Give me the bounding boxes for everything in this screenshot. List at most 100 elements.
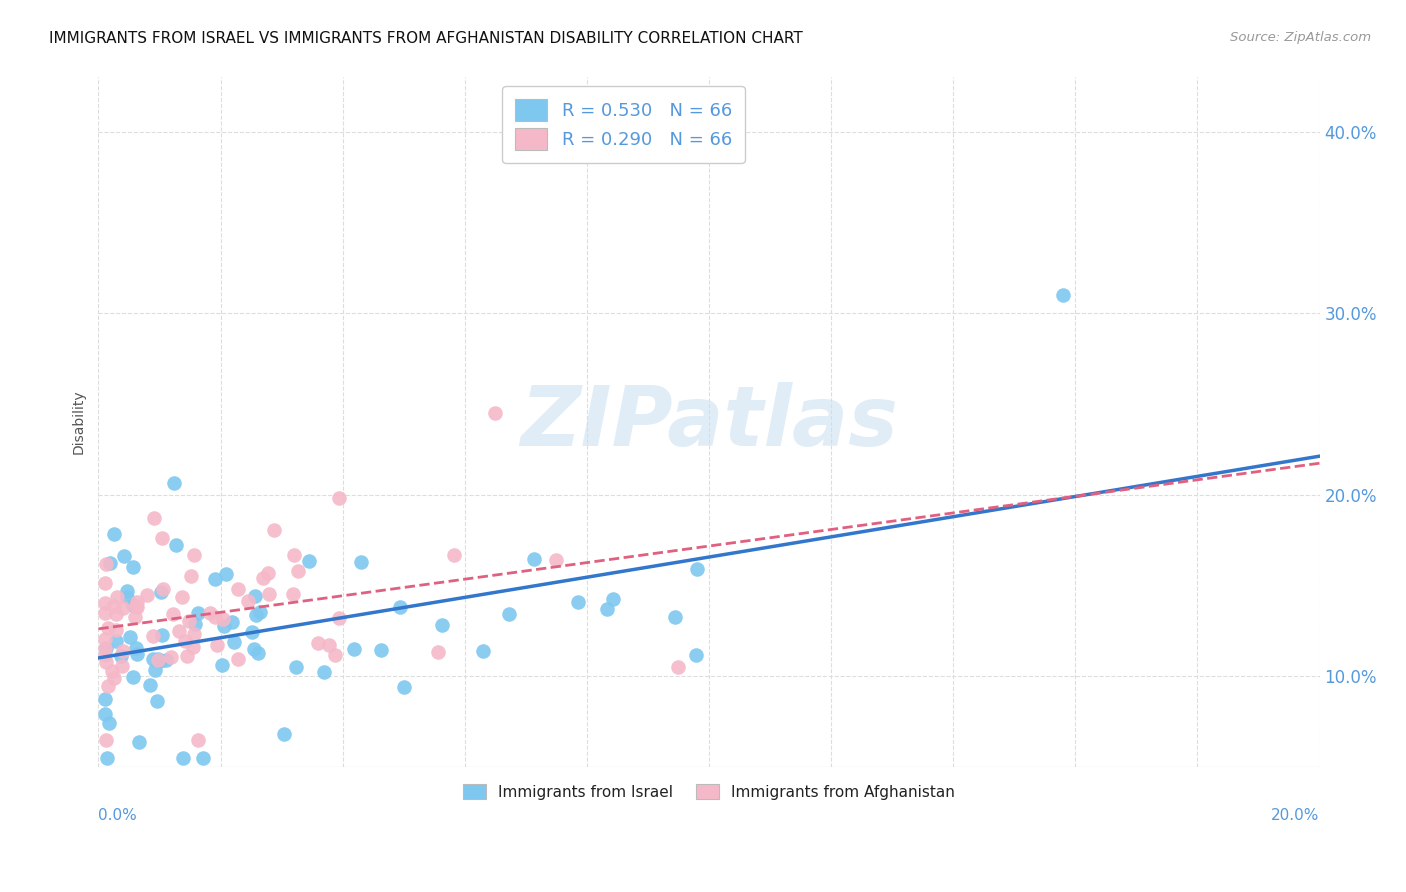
Point <box>211 612 233 626</box>
Point <box>259 587 281 601</box>
Point <box>323 648 346 663</box>
Point <box>342 642 364 657</box>
Point <box>111 600 134 615</box>
Point <box>287 564 309 578</box>
Point <box>392 680 415 694</box>
Point <box>245 608 267 623</box>
Point <box>484 406 506 420</box>
Point <box>328 610 350 624</box>
Point <box>443 548 465 562</box>
Point <box>204 610 226 624</box>
Point <box>97 679 120 693</box>
Point <box>350 555 373 569</box>
Point <box>184 617 207 632</box>
Point <box>181 640 204 654</box>
Point <box>284 660 307 674</box>
Point <box>149 654 172 668</box>
Point <box>204 572 226 586</box>
Point <box>104 623 127 637</box>
Text: 20.0%: 20.0% <box>1271 808 1320 823</box>
Point <box>117 583 139 598</box>
Point <box>685 648 707 662</box>
Point <box>96 732 118 747</box>
Point <box>93 632 115 647</box>
Point <box>125 641 148 656</box>
Point <box>150 531 173 545</box>
Point <box>170 590 193 604</box>
Point <box>183 548 205 562</box>
Point <box>105 634 128 648</box>
Point <box>121 598 143 612</box>
Point <box>389 600 412 615</box>
Point <box>160 650 183 665</box>
Point <box>567 595 589 609</box>
Point <box>163 476 186 491</box>
Point <box>143 663 166 677</box>
Point <box>152 582 174 596</box>
Point <box>432 618 454 632</box>
Point <box>263 523 285 537</box>
Point <box>686 562 709 576</box>
Point <box>94 557 117 571</box>
Text: ZIPatlas: ZIPatlas <box>520 382 898 463</box>
Point <box>177 614 200 628</box>
Point <box>128 735 150 749</box>
Point <box>103 527 125 541</box>
Point <box>318 638 340 652</box>
Point <box>122 560 145 574</box>
Point <box>212 619 235 633</box>
Point <box>602 591 624 606</box>
Point <box>596 602 619 616</box>
Point <box>167 624 190 638</box>
Point <box>668 660 690 674</box>
Point <box>149 585 172 599</box>
Point <box>281 587 304 601</box>
Point <box>222 634 245 648</box>
Point <box>93 606 115 620</box>
Point <box>127 600 149 615</box>
Point <box>97 621 120 635</box>
Point <box>105 607 128 621</box>
Point <box>93 692 115 706</box>
Point <box>240 625 263 640</box>
Legend: Immigrants from Israel, Immigrants from Afghanistan: Immigrants from Israel, Immigrants from … <box>456 776 963 807</box>
Point <box>174 634 197 648</box>
Point <box>328 491 350 506</box>
Point <box>236 594 259 608</box>
Point <box>94 576 117 591</box>
Point <box>472 644 495 658</box>
Point <box>111 643 134 657</box>
Point <box>97 716 120 731</box>
Point <box>142 511 165 525</box>
Point <box>252 571 274 585</box>
Point <box>96 640 118 655</box>
Point <box>523 552 546 566</box>
Point <box>298 554 321 568</box>
Point <box>205 639 228 653</box>
Point <box>273 727 295 741</box>
Point <box>312 665 335 680</box>
Point <box>370 642 392 657</box>
Point <box>112 549 135 564</box>
Point <box>110 649 132 664</box>
Y-axis label: Disability: Disability <box>72 390 86 454</box>
Point <box>162 607 184 621</box>
Point <box>146 651 169 665</box>
Point <box>191 750 214 764</box>
Point <box>125 599 148 613</box>
Point <box>107 590 129 604</box>
Point <box>226 652 249 666</box>
Point <box>249 605 271 619</box>
Point <box>122 670 145 684</box>
Point <box>142 652 165 666</box>
Point <box>544 552 567 566</box>
Point <box>146 694 169 708</box>
Point <box>172 750 194 764</box>
Point <box>101 665 124 679</box>
Point <box>257 566 280 581</box>
Text: 0.0%: 0.0% <box>98 808 138 823</box>
Point <box>211 657 233 672</box>
Point <box>125 595 148 609</box>
Point <box>120 630 142 644</box>
Point <box>103 599 125 614</box>
